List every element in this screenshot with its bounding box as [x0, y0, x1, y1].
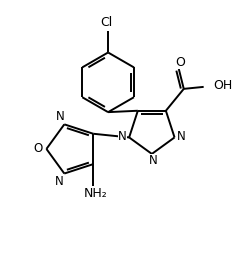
Text: N: N — [56, 110, 65, 123]
Text: OH: OH — [214, 79, 233, 92]
Text: N: N — [177, 130, 186, 143]
Text: O: O — [34, 142, 43, 155]
Text: N: N — [55, 175, 64, 188]
Text: N: N — [118, 130, 126, 143]
Text: NH₂: NH₂ — [83, 188, 107, 201]
Text: N: N — [148, 154, 157, 167]
Text: Cl: Cl — [100, 16, 112, 29]
Text: O: O — [175, 55, 185, 68]
